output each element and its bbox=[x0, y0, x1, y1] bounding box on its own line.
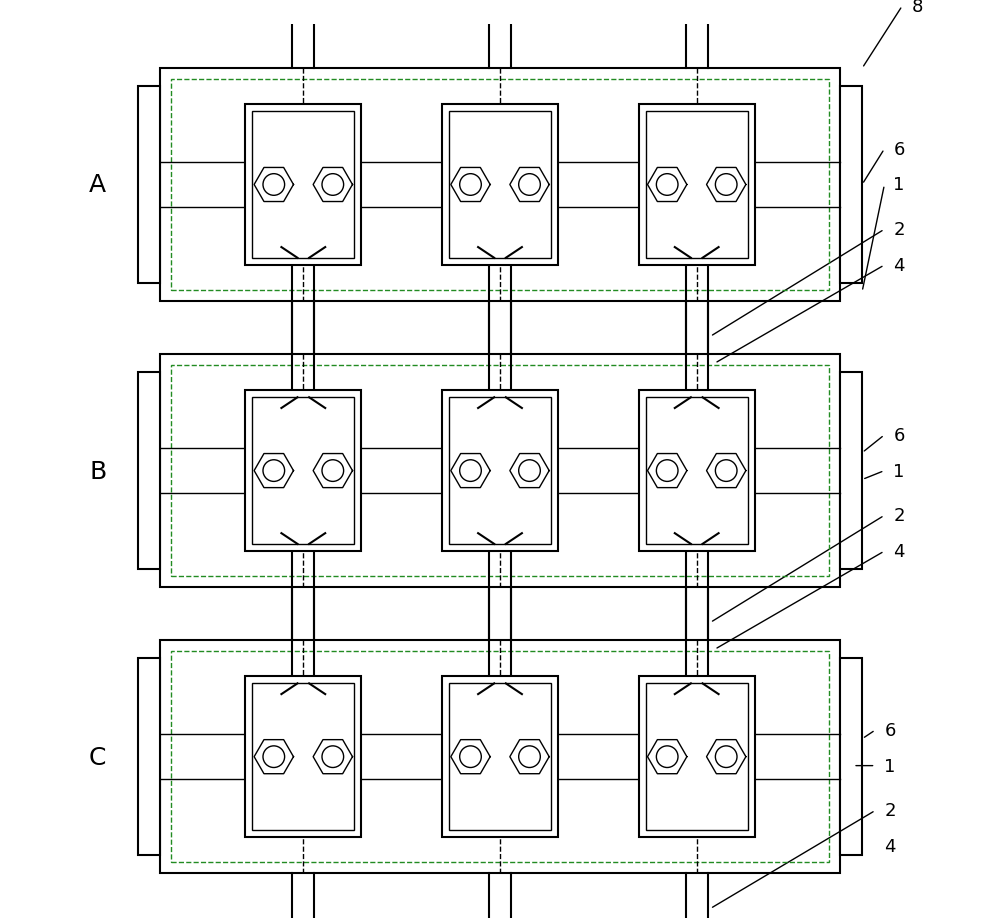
Text: B: B bbox=[89, 460, 106, 483]
Bar bbox=[646, 398, 748, 544]
Text: 2: 2 bbox=[884, 801, 896, 820]
Text: 2: 2 bbox=[893, 221, 905, 239]
Text: 1: 1 bbox=[884, 757, 896, 775]
Bar bbox=[449, 398, 551, 544]
Bar bbox=[840, 373, 862, 569]
Bar bbox=[171, 80, 829, 290]
Bar bbox=[252, 684, 354, 830]
Bar bbox=[646, 684, 748, 830]
Bar bbox=[449, 684, 551, 830]
Bar bbox=[138, 659, 160, 855]
Bar bbox=[449, 112, 551, 258]
Text: 6: 6 bbox=[884, 721, 896, 739]
Text: 4: 4 bbox=[893, 542, 905, 561]
Text: 1: 1 bbox=[893, 462, 905, 480]
Text: 8: 8 bbox=[911, 0, 923, 16]
Text: 4: 4 bbox=[884, 837, 896, 856]
Bar bbox=[171, 652, 829, 862]
Bar bbox=[160, 69, 840, 301]
Bar bbox=[840, 659, 862, 855]
Bar bbox=[252, 398, 354, 544]
Text: 2: 2 bbox=[893, 506, 905, 525]
Bar bbox=[252, 112, 354, 258]
Bar bbox=[138, 373, 160, 569]
Text: 4: 4 bbox=[893, 256, 905, 275]
Text: 6: 6 bbox=[893, 141, 905, 159]
Bar bbox=[442, 676, 558, 837]
Bar bbox=[245, 676, 361, 837]
Bar bbox=[639, 391, 755, 551]
Bar bbox=[160, 641, 840, 873]
Bar bbox=[840, 87, 862, 284]
Bar bbox=[160, 355, 840, 587]
Bar bbox=[245, 391, 361, 551]
Text: 1: 1 bbox=[893, 176, 905, 194]
Bar bbox=[442, 105, 558, 266]
Bar bbox=[171, 366, 829, 576]
Text: A: A bbox=[89, 174, 106, 198]
Bar bbox=[138, 87, 160, 284]
Bar bbox=[442, 391, 558, 551]
Bar bbox=[639, 676, 755, 837]
Text: C: C bbox=[89, 745, 106, 769]
Bar bbox=[639, 105, 755, 266]
Bar bbox=[245, 105, 361, 266]
Bar bbox=[646, 112, 748, 258]
Text: 6: 6 bbox=[893, 426, 905, 445]
